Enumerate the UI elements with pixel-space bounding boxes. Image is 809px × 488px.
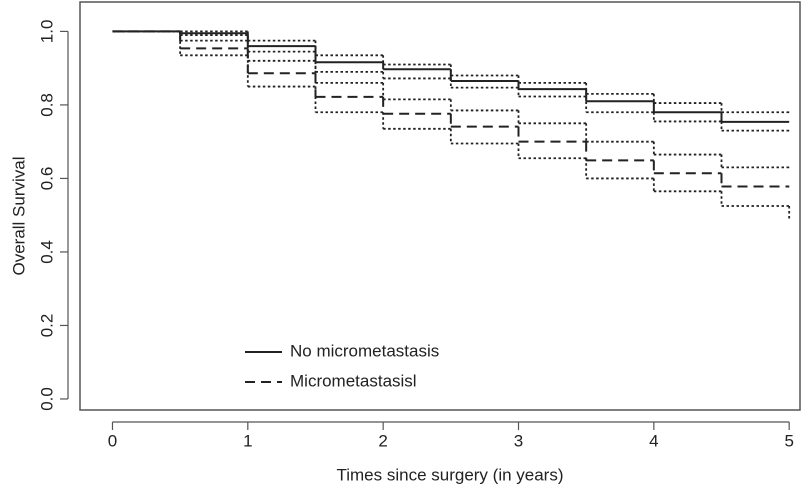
y-tick-label: 0.8 [37,93,56,117]
y-tick-label: 0.4 [37,240,56,264]
y-axis-label: Overall Survival [9,156,28,275]
x-tick-label: 5 [784,431,793,450]
x-tick-label: 4 [649,431,658,450]
plot-frame [79,1,801,411]
y-tick-label: 0.2 [37,314,56,338]
y-tick-label: 1.0 [37,20,56,44]
y-tick-label: 0.6 [37,167,56,191]
legend-label: No micrometastasis [290,341,439,360]
y-tick-label: 0.0 [37,387,56,411]
x-tick-label: 2 [378,431,387,450]
legend-label: Micrometastasisl [290,371,417,390]
x-tick-label: 3 [514,431,523,450]
x-tick-label: 0 [108,431,117,450]
x-axis-label: Times since surgery (in years) [336,465,563,484]
x-tick-label: 1 [243,431,252,450]
